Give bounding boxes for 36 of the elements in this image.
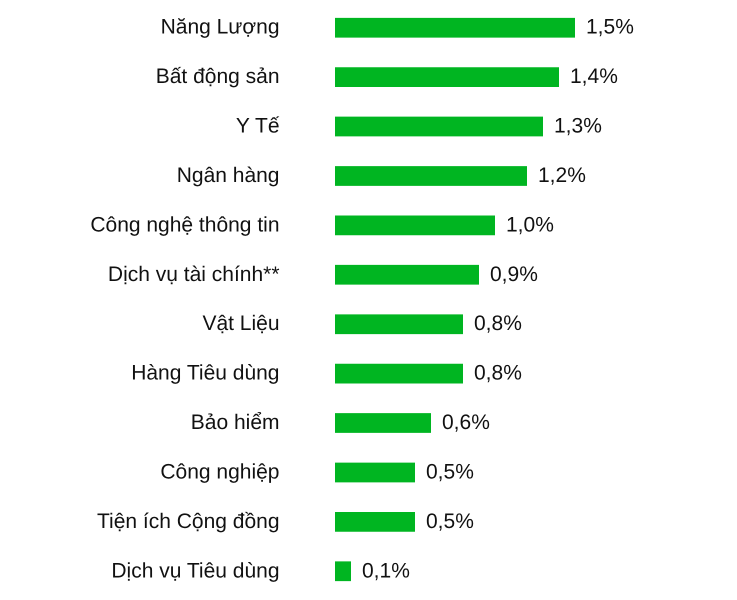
data-label: 1,3%: [554, 114, 602, 138]
bar: [335, 166, 527, 186]
bar: [335, 462, 415, 482]
data-label: 0,8%: [474, 312, 522, 336]
y-tick-label: Y Tế: [236, 114, 280, 138]
data-label: 0,9%: [490, 262, 538, 286]
bar: [335, 364, 463, 384]
y-tick-label: Công nghiệp: [160, 460, 280, 484]
bar: [335, 264, 479, 285]
data-label: 0,6%: [442, 411, 490, 434]
data-label: 0,5%: [426, 510, 474, 533]
y-tick-label: Tiện ích Cộng đồng: [96, 510, 280, 533]
data-label: 1,2%: [538, 164, 586, 187]
data-label: 0,5%: [426, 460, 474, 484]
data-label: 0,8%: [474, 362, 522, 385]
bar: [335, 18, 575, 38]
bar: [335, 116, 543, 136]
y-tick-label: Bảo hiểm: [190, 411, 280, 434]
bar: [335, 413, 431, 433]
bar: [335, 314, 463, 334]
data-label: 1,5%: [586, 16, 634, 39]
y-tick-label: Năng Lượng: [160, 16, 280, 39]
y-tick-label: Công nghệ thông tin: [90, 213, 280, 236]
bar: [335, 561, 351, 582]
data-label: 0,1%: [362, 559, 410, 582]
bar: [335, 215, 495, 236]
data-label: 1,4%: [570, 65, 618, 88]
y-tick-label: Dịch vụ Tiêu dùng: [111, 559, 280, 582]
y-tick-label: Hàng Tiêu dùng: [131, 362, 280, 385]
bar: [335, 67, 559, 88]
y-tick-label: Vật Liệu: [202, 312, 280, 336]
bar: [335, 512, 415, 532]
y-tick-label: Bất động sản: [156, 65, 280, 88]
data-label: 1,0%: [506, 213, 554, 236]
y-tick-label: Ngân hàng: [176, 164, 280, 187]
y-tick-label: Dịch vụ tài chính**: [108, 262, 280, 286]
